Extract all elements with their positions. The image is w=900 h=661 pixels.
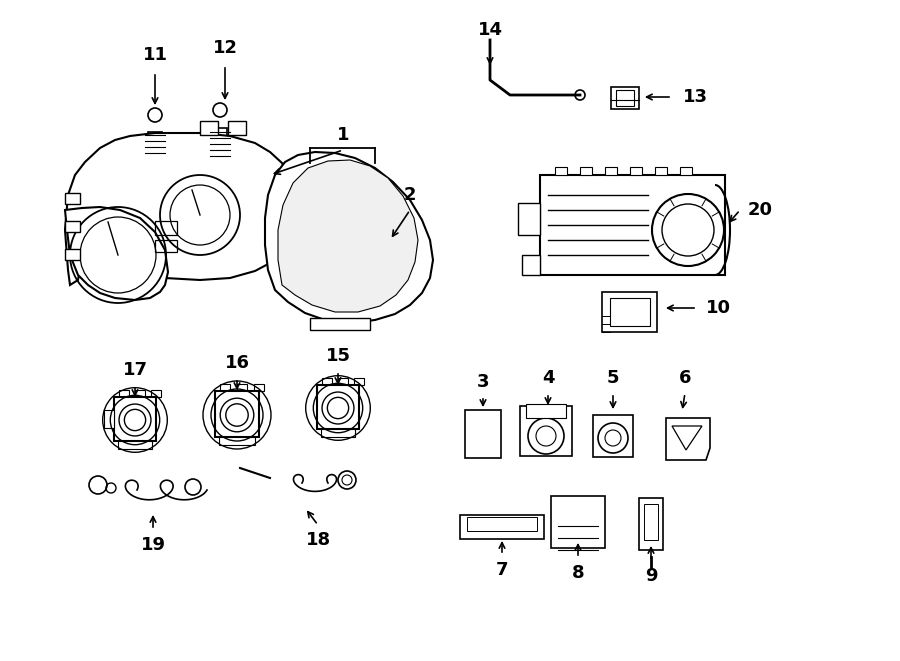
Text: 1: 1 — [337, 126, 349, 144]
Polygon shape — [265, 152, 433, 323]
Bar — [317, 385, 359, 429]
Polygon shape — [310, 318, 370, 330]
Bar — [65, 193, 80, 204]
Circle shape — [328, 397, 348, 418]
Bar — [605, 167, 617, 175]
Text: 2: 2 — [404, 186, 416, 204]
Circle shape — [528, 418, 564, 454]
Text: 7: 7 — [496, 561, 508, 579]
Bar — [65, 221, 80, 232]
Text: 6: 6 — [679, 369, 691, 387]
Bar — [616, 90, 634, 106]
Text: 5: 5 — [607, 369, 619, 387]
Text: 17: 17 — [122, 361, 148, 379]
Bar — [593, 415, 633, 457]
Bar — [467, 517, 537, 531]
Bar — [148, 132, 162, 160]
Circle shape — [598, 423, 628, 453]
Bar — [321, 429, 355, 437]
Bar — [322, 378, 332, 385]
Polygon shape — [278, 160, 418, 312]
Bar — [655, 167, 667, 175]
Bar — [118, 441, 152, 449]
Bar — [602, 292, 657, 332]
Bar — [215, 391, 259, 437]
Text: 13: 13 — [682, 88, 707, 106]
Circle shape — [575, 90, 585, 100]
Polygon shape — [65, 207, 168, 300]
Bar — [680, 167, 692, 175]
Bar — [611, 87, 639, 109]
Bar — [580, 167, 592, 175]
Text: 20: 20 — [748, 201, 772, 219]
Bar — [465, 410, 501, 458]
Bar — [254, 384, 264, 391]
Text: 3: 3 — [477, 373, 490, 391]
Circle shape — [605, 430, 621, 446]
Circle shape — [213, 103, 227, 117]
Text: 16: 16 — [224, 354, 249, 372]
Bar — [630, 167, 642, 175]
Circle shape — [148, 108, 162, 122]
Bar — [522, 255, 540, 275]
Bar — [213, 128, 227, 158]
Text: 4: 4 — [542, 369, 554, 387]
Bar — [220, 384, 230, 391]
Bar — [237, 384, 247, 391]
Bar — [104, 410, 114, 428]
Polygon shape — [666, 418, 710, 460]
Text: 18: 18 — [305, 531, 330, 549]
Text: 10: 10 — [706, 299, 731, 317]
Bar — [219, 437, 255, 445]
Bar — [200, 121, 218, 135]
Text: 19: 19 — [140, 536, 166, 554]
Bar — [338, 378, 348, 385]
Bar — [555, 167, 567, 175]
Circle shape — [662, 204, 714, 256]
Text: 9: 9 — [644, 567, 657, 585]
Bar — [460, 515, 544, 539]
Circle shape — [536, 426, 556, 446]
Bar — [228, 121, 246, 135]
Bar — [151, 390, 161, 397]
Text: 11: 11 — [142, 46, 167, 64]
Bar — [119, 390, 129, 397]
Bar — [639, 498, 663, 550]
Circle shape — [652, 194, 724, 266]
Text: 12: 12 — [212, 39, 238, 57]
Bar — [540, 175, 725, 275]
Text: 8: 8 — [572, 564, 584, 582]
Polygon shape — [65, 133, 295, 285]
Text: 14: 14 — [478, 21, 502, 39]
Bar — [518, 203, 540, 235]
Bar — [644, 504, 658, 540]
Bar — [155, 240, 177, 252]
Bar — [155, 221, 177, 235]
Bar — [114, 397, 156, 441]
Circle shape — [226, 404, 248, 426]
Bar — [65, 249, 80, 260]
Text: 15: 15 — [326, 347, 350, 365]
Bar — [610, 298, 650, 326]
Bar — [526, 404, 566, 418]
Bar — [551, 496, 605, 548]
Circle shape — [124, 409, 146, 430]
Bar — [354, 378, 364, 385]
Bar — [520, 406, 572, 456]
Bar — [135, 390, 145, 397]
